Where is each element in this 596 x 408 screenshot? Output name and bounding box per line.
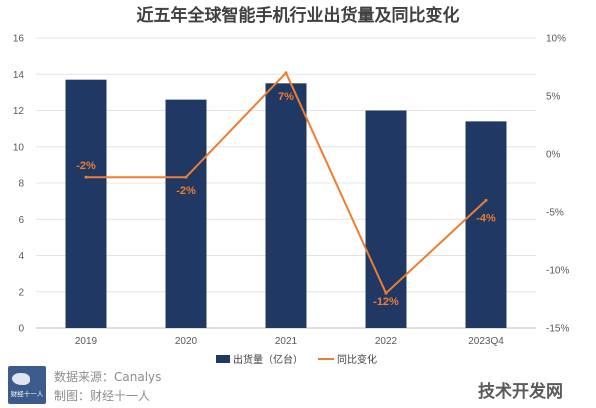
yoy-point (384, 291, 388, 295)
x-axis-tick: 2020 (175, 336, 198, 347)
data-source: 数据来源：Canalys (54, 370, 162, 384)
watermark: 技术开发网 (478, 382, 563, 402)
yoy-point (84, 175, 88, 179)
data-labels: -2% -2% 7% -12% -4% (76, 91, 496, 308)
x-axis-tick: 2023Q4 (468, 336, 504, 347)
legend-swatch-shipments (216, 355, 230, 363)
x-axis-tick: 2021 (275, 336, 298, 347)
legend-label-shipments: 出货量（亿台） (233, 353, 303, 366)
yoy-point (484, 198, 488, 202)
chart-title: 近五年全球智能手机行业出货量及同比变化 (137, 5, 460, 26)
yoy-data-label: 7% (278, 91, 294, 103)
legend-label-yoy: 同比变化 (337, 353, 377, 366)
right-axis-tick: 10% (546, 34, 566, 45)
yoy-point (184, 175, 188, 179)
left-axis-tick: 14 (13, 70, 25, 81)
left-axis-ticks: 0 2 4 6 8 10 12 14 16 (13, 34, 25, 335)
logo-wave-icon (12, 373, 30, 385)
left-axis-tick: 10 (13, 142, 25, 153)
chart-maker: 制图：财经十一人 (54, 389, 151, 403)
left-axis-tick: 8 (18, 179, 24, 190)
yoy-data-label: -12% (373, 296, 399, 308)
bar (265, 83, 307, 328)
left-axis-tick: 2 (18, 287, 24, 298)
legend: 出货量（亿台） 同比变化 (216, 353, 377, 366)
right-axis-tick: -10% (546, 266, 569, 277)
yoy-point (284, 71, 288, 75)
left-axis-tick: 16 (13, 34, 25, 45)
left-axis-tick: 6 (18, 215, 24, 226)
line-series (84, 71, 488, 295)
bar (165, 99, 207, 328)
right-axis-ticks: -15% -10% -5% 0% 5% 10% (546, 34, 569, 335)
bar-series (65, 79, 507, 328)
right-axis-tick: -15% (546, 324, 569, 335)
bar (465, 121, 507, 328)
yoy-data-label: -4% (476, 212, 496, 224)
x-axis-ticks: 2019 2020 2021 2022 2023Q4 (75, 336, 504, 347)
yoy-data-label: -2% (176, 185, 196, 197)
right-axis-tick: -5% (546, 208, 564, 219)
bar (65, 79, 107, 328)
right-axis-tick: 5% (546, 92, 561, 103)
brand-logo: 财经十一人 (8, 366, 46, 404)
x-axis-tick: 2022 (375, 336, 398, 347)
right-axis-tick: 0% (546, 150, 561, 161)
left-axis-tick: 0 (18, 324, 24, 335)
yoy-data-label: -2% (76, 160, 96, 172)
x-axis-tick: 2019 (75, 336, 98, 347)
logo-text: 财经十一人 (10, 390, 44, 398)
left-axis-tick: 12 (13, 106, 25, 117)
left-axis-tick: 4 (18, 251, 24, 262)
